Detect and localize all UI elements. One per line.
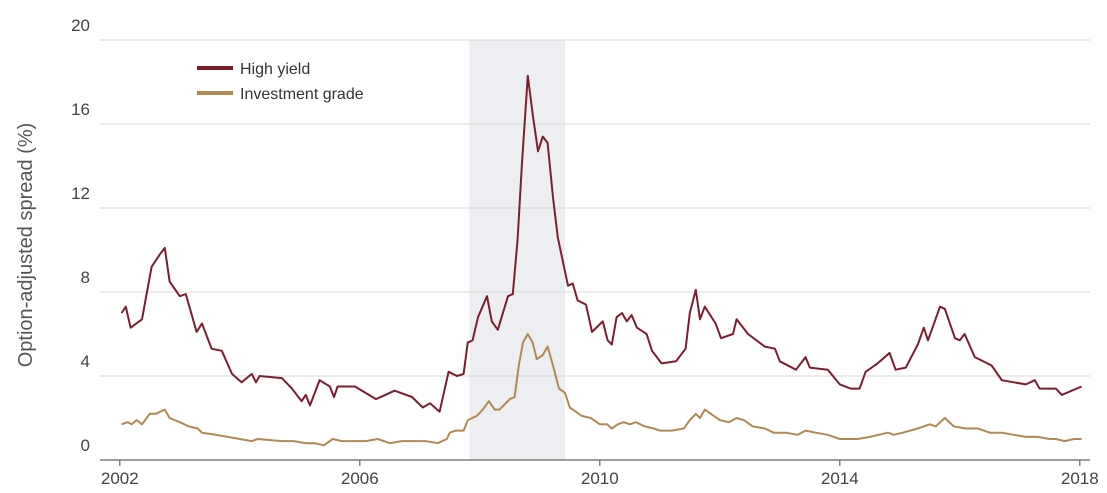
x-tick-label: 2002 xyxy=(101,469,139,488)
line-series xyxy=(121,333,1082,447)
y-axis-label: Option-adjusted spread (%) xyxy=(15,123,37,368)
legend-label: Investment grade xyxy=(240,86,364,103)
legend-label: High yield xyxy=(240,61,310,78)
y-tick-label: 12 xyxy=(71,184,90,203)
y-tick-label: 8 xyxy=(81,268,90,287)
x-tick-label: 2010 xyxy=(581,469,619,488)
y-tick-label: 4 xyxy=(81,352,90,371)
x-tick-label: 2006 xyxy=(341,469,379,488)
line-series xyxy=(120,74,1082,413)
x-tick-label: 2018 xyxy=(1061,469,1099,488)
x-tick-label: 2014 xyxy=(821,469,859,488)
y-tick-label: 0 xyxy=(81,436,90,455)
y-tick-label: 20 xyxy=(71,16,90,35)
y-tick-label: 16 xyxy=(71,100,90,119)
